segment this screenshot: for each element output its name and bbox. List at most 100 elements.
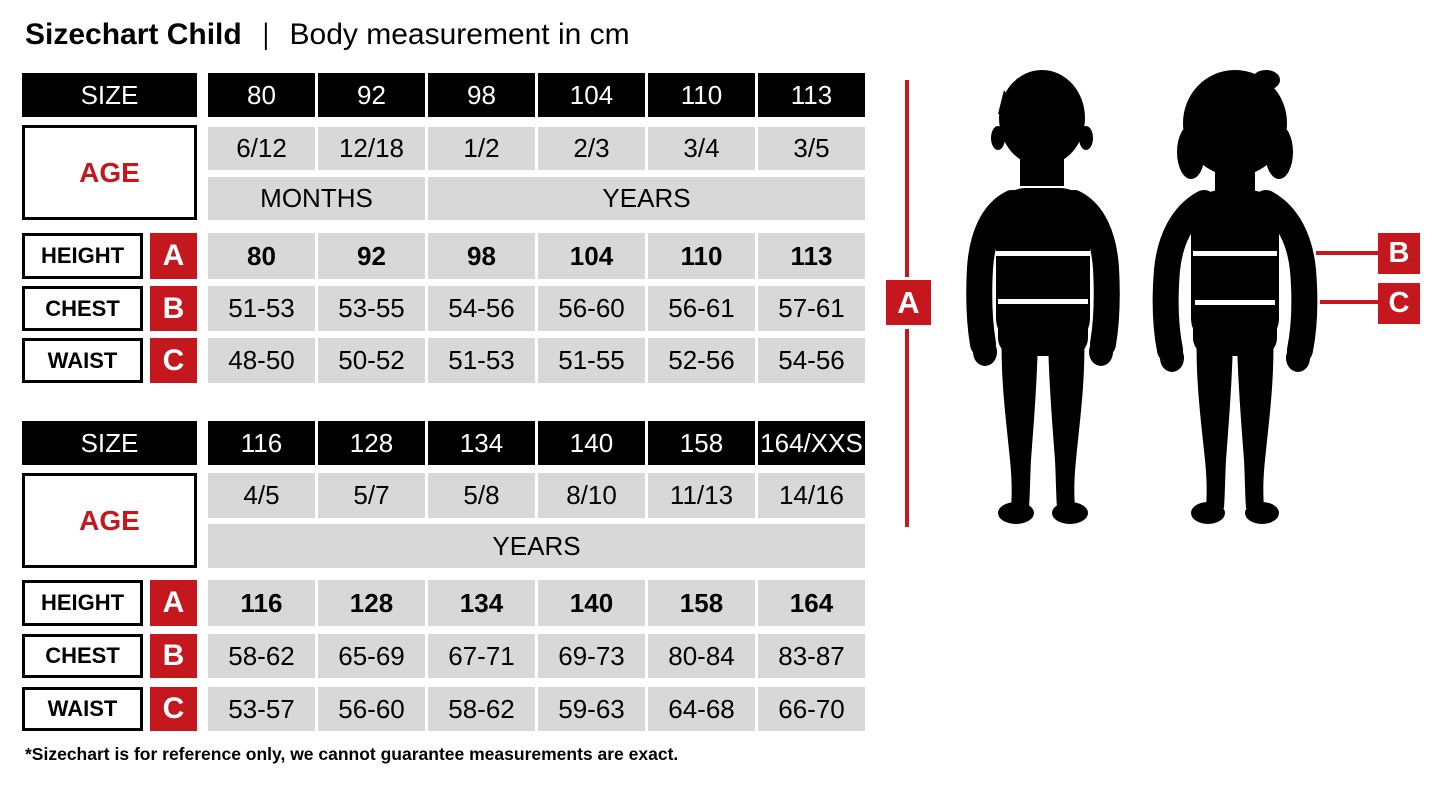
table1-chest-row: CHEST B 51-53 53-55 54-56 56-60 56-61 57…: [22, 286, 865, 331]
table2-height-row: HEIGHT A 116 128 134 140 158 164: [22, 580, 865, 626]
table1-age-row: 6/12 12/18 1/2 2/3 3/4 3/5: [208, 127, 865, 170]
table1-chest-cell: 54-56: [428, 286, 535, 331]
table2-age-cell: 11/13: [648, 473, 755, 518]
table1-chest-cell: 57-61: [758, 286, 865, 331]
table2-age-cell: 5/7: [318, 473, 425, 518]
table2-age-cell: 14/16: [758, 473, 865, 518]
height-label: HEIGHT: [22, 233, 143, 279]
table2-waist-cell: 66-70: [758, 687, 865, 731]
boy-silhouette-icon: [950, 68, 1136, 528]
table2-height-cell: 116: [208, 580, 315, 626]
marker-b-badge: B: [1378, 233, 1420, 274]
table1-size-cell: 110: [648, 73, 755, 117]
waist-measure-line: [1320, 300, 1378, 304]
girl-waist-line: [1195, 300, 1275, 305]
table1-height-cell: 92: [318, 233, 425, 279]
height-label: HEIGHT: [22, 580, 143, 626]
table2-years-cell: YEARS: [208, 524, 865, 568]
table2-height-cell: 128: [318, 580, 425, 626]
table1-waist-cell: 52-56: [648, 338, 755, 383]
chest-label: CHEST: [22, 286, 143, 331]
table2-size-cell: 158: [648, 421, 755, 465]
table2-age-cell: 5/8: [428, 473, 535, 518]
title-separator: |: [262, 18, 269, 51]
table1-size-cell: 80: [208, 73, 315, 117]
table1-size-header: SIZE: [22, 73, 197, 117]
table2-chest-cell: 65-69: [318, 634, 425, 678]
table1-age-cell: 12/18: [318, 127, 425, 170]
table1-height-cell: 110: [648, 233, 755, 279]
table1-chest-cell: 51-53: [208, 286, 315, 331]
table2-waist-cell: 64-68: [648, 687, 755, 731]
table2-height-cell: 158: [648, 580, 755, 626]
table2-size-cell: 134: [428, 421, 535, 465]
table1-height-cell: 98: [428, 233, 535, 279]
table2-height-cell: 134: [428, 580, 535, 626]
table1-age-cell: 2/3: [538, 127, 645, 170]
table1-size-cell: 98: [428, 73, 535, 117]
table2-age-row: 4/5 5/7 5/8 8/10 11/13 14/16: [208, 473, 865, 518]
table2-size-header: SIZE: [22, 421, 197, 465]
table1-waist-cell: 48-50: [208, 338, 315, 383]
height-measure-line-top: [905, 80, 909, 277]
table1-size-cell: 104: [538, 73, 645, 117]
waist-label: WAIST: [22, 687, 143, 731]
table2-size-cell: 128: [318, 421, 425, 465]
table1-size-cell: 113: [758, 73, 865, 117]
table1-chest-cell: 56-60: [538, 286, 645, 331]
table1-chest-cell: 53-55: [318, 286, 425, 331]
table2-size-cell: 164/XXS: [758, 421, 865, 465]
table2-size-cell: 116: [208, 421, 315, 465]
table1-waist-cell: 50-52: [318, 338, 425, 383]
table1-height-row: HEIGHT A 80 92 98 104 110 113: [22, 233, 865, 279]
table1-age-cell: 1/2: [428, 127, 535, 170]
table2-waist-cell: 58-62: [428, 687, 535, 731]
marker-a-chip: A: [150, 580, 197, 626]
boy-chest-line: [996, 251, 1090, 256]
table2-size-row: SIZE 116 128 134 140 158 164/XXS: [22, 421, 865, 465]
marker-b-chip: B: [150, 634, 197, 678]
table2-chest-cell: 83-87: [758, 634, 865, 678]
table1-waist-cell: 51-53: [428, 338, 535, 383]
table2-age-units-row: YEARS: [197, 524, 865, 568]
table1-age-units-row: MONTHS YEARS: [197, 177, 865, 220]
table1-height-cell: 113: [758, 233, 865, 279]
marker-b-chip: B: [150, 286, 197, 331]
table1-age-label: AGE: [22, 125, 197, 220]
table1-size-cell: 92: [318, 73, 425, 117]
table1-age-cell: 3/5: [758, 127, 865, 170]
table1-height-cell: 104: [538, 233, 645, 279]
table2-chest-cell: 80-84: [648, 634, 755, 678]
table2-age-label: AGE: [22, 473, 197, 568]
table2-height-cell: 140: [538, 580, 645, 626]
table2-chest-cell: 67-71: [428, 634, 535, 678]
table1-waist-cell: 54-56: [758, 338, 865, 383]
page-title: Sizechart Child | Body measurement in cm: [25, 17, 630, 53]
table2-size-cell: 140: [538, 421, 645, 465]
footnote: *Sizechart is for reference only, we can…: [25, 744, 679, 764]
table2-waist-cell: 56-60: [318, 687, 425, 731]
table1-years-cell: YEARS: [428, 177, 865, 220]
table2-age-cell: 4/5: [208, 473, 315, 518]
marker-c-chip: C: [150, 338, 197, 383]
table2-chest-row: CHEST B 58-62 65-69 67-71 69-73 80-84 83…: [22, 634, 865, 678]
table1-age-cell: 6/12: [208, 127, 315, 170]
girl-chest-line: [1193, 251, 1277, 256]
table1-waist-cell: 51-55: [538, 338, 645, 383]
table1-height-cell: 80: [208, 233, 315, 279]
chest-label: CHEST: [22, 634, 143, 678]
table1-waist-row: WAIST C 48-50 50-52 51-53 51-55 52-56 54…: [22, 338, 865, 383]
table2-waist-cell: 59-63: [538, 687, 645, 731]
chest-measure-line: [1316, 251, 1378, 255]
table2-age-cell: 8/10: [538, 473, 645, 518]
girl-silhouette-icon: [1138, 68, 1326, 528]
marker-c-badge: C: [1378, 283, 1420, 324]
table2-chest-cell: 69-73: [538, 634, 645, 678]
table1-months-cell: MONTHS: [208, 177, 425, 220]
table1-age-cell: 3/4: [648, 127, 755, 170]
table1-size-row: SIZE 80 92 98 104 110 113: [22, 73, 865, 117]
title-main: Sizechart Child: [25, 18, 242, 51]
table2-waist-cell: 53-57: [208, 687, 315, 731]
table2-height-cell: 164: [758, 580, 865, 626]
